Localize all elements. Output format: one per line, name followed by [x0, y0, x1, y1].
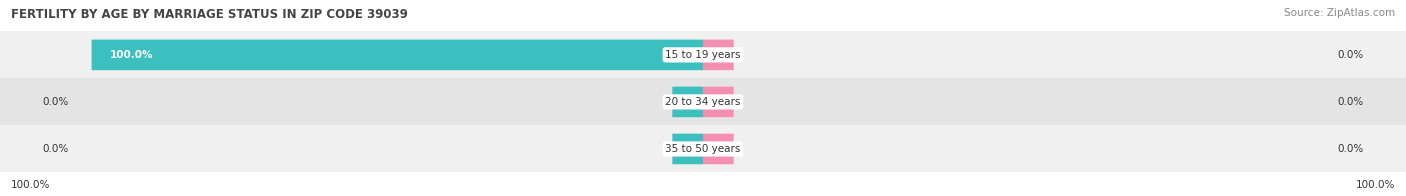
FancyBboxPatch shape	[91, 40, 703, 70]
FancyBboxPatch shape	[0, 31, 1406, 78]
Text: Source: ZipAtlas.com: Source: ZipAtlas.com	[1284, 8, 1395, 18]
FancyBboxPatch shape	[703, 134, 734, 164]
Text: 0.0%: 0.0%	[1337, 144, 1364, 154]
Text: 100.0%: 100.0%	[11, 180, 51, 190]
FancyBboxPatch shape	[672, 134, 703, 164]
Text: 0.0%: 0.0%	[42, 97, 69, 107]
Text: 20 to 34 years: 20 to 34 years	[665, 97, 741, 107]
FancyBboxPatch shape	[0, 78, 1406, 125]
Text: 35 to 50 years: 35 to 50 years	[665, 144, 741, 154]
FancyBboxPatch shape	[0, 125, 1406, 172]
Text: 15 to 19 years: 15 to 19 years	[665, 50, 741, 60]
Text: FERTILITY BY AGE BY MARRIAGE STATUS IN ZIP CODE 39039: FERTILITY BY AGE BY MARRIAGE STATUS IN Z…	[11, 8, 408, 21]
FancyBboxPatch shape	[703, 87, 734, 117]
Text: 0.0%: 0.0%	[1337, 50, 1364, 60]
FancyBboxPatch shape	[703, 40, 734, 70]
FancyBboxPatch shape	[672, 87, 703, 117]
Text: 100.0%: 100.0%	[1355, 180, 1395, 190]
Text: 0.0%: 0.0%	[1337, 97, 1364, 107]
Text: 0.0%: 0.0%	[42, 144, 69, 154]
Text: 100.0%: 100.0%	[110, 50, 153, 60]
